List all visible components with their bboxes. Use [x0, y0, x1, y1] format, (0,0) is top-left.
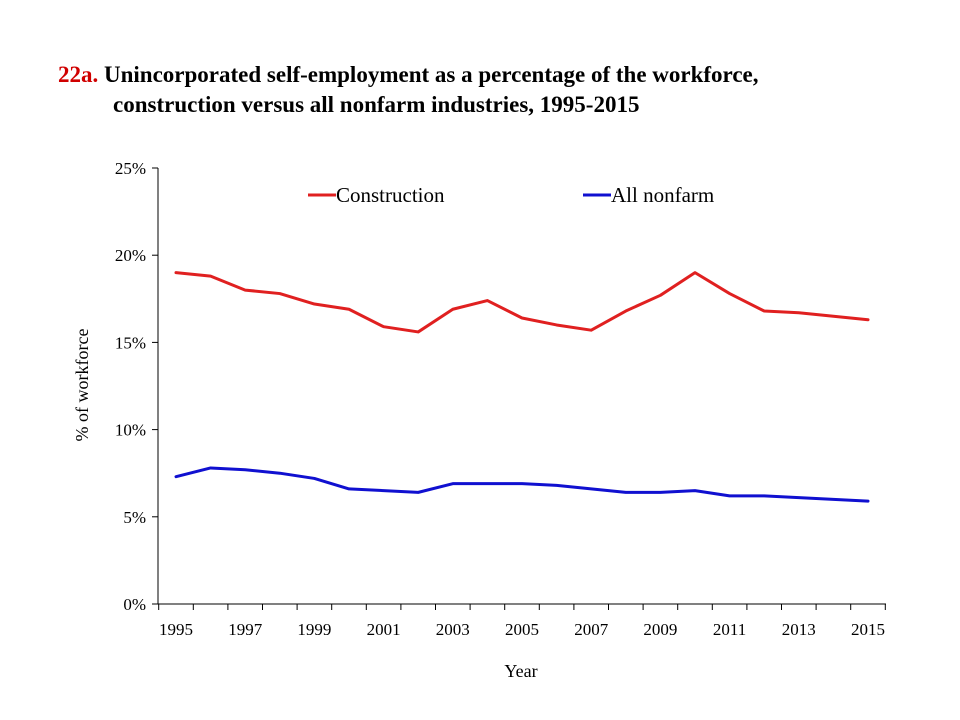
title-text-1: Unincorporated self-employment as a perc…: [104, 62, 759, 87]
x-tick-label: 2015: [851, 620, 885, 639]
y-tick-label: 0%: [123, 595, 146, 614]
x-tick-label: 1999: [297, 620, 331, 639]
series-line-construction: [174, 271, 870, 334]
x-axis-label: Year: [504, 661, 537, 681]
title-line-2: construction versus all nonfarm industri…: [113, 92, 640, 117]
legend-label: All nonfarm: [611, 183, 714, 207]
y-tick-label: 10%: [115, 421, 146, 440]
y-tick-label: 15%: [115, 333, 146, 352]
chart-title: 22a. Unincorporated self-employment as a…: [58, 60, 938, 120]
y-tick-label: 20%: [115, 246, 146, 265]
y-axis-label: % of workforce: [72, 329, 92, 442]
x-tick-label: 2007: [574, 620, 609, 639]
x-tick-label: 2009: [643, 620, 677, 639]
x-tick-label: 1997: [228, 620, 263, 639]
y-tick-label: 5%: [123, 508, 146, 527]
x-tick-label: 2001: [367, 620, 401, 639]
y-tick-label: 25%: [115, 159, 146, 178]
legend: Construction All nonfarm: [308, 183, 714, 207]
x-tick-label: 2011: [713, 620, 746, 639]
figure-number: 22a.: [58, 62, 99, 87]
axes: 0% 5% 10% 15% 20% 25% 1995 1997 1999 2001 2003 2005…: [115, 159, 886, 639]
x-tick-label: 2005: [505, 620, 539, 639]
series-group: [174, 271, 870, 503]
title-line-1: 22a. Unincorporated self-employment as a…: [58, 60, 938, 90]
x-tick-label: 2013: [782, 620, 816, 639]
x-tick-label: 2003: [436, 620, 470, 639]
x-tick-label: 1995: [159, 620, 193, 639]
legend-label: Construction: [336, 183, 445, 207]
series-line-all-nonfarm: [174, 466, 870, 503]
